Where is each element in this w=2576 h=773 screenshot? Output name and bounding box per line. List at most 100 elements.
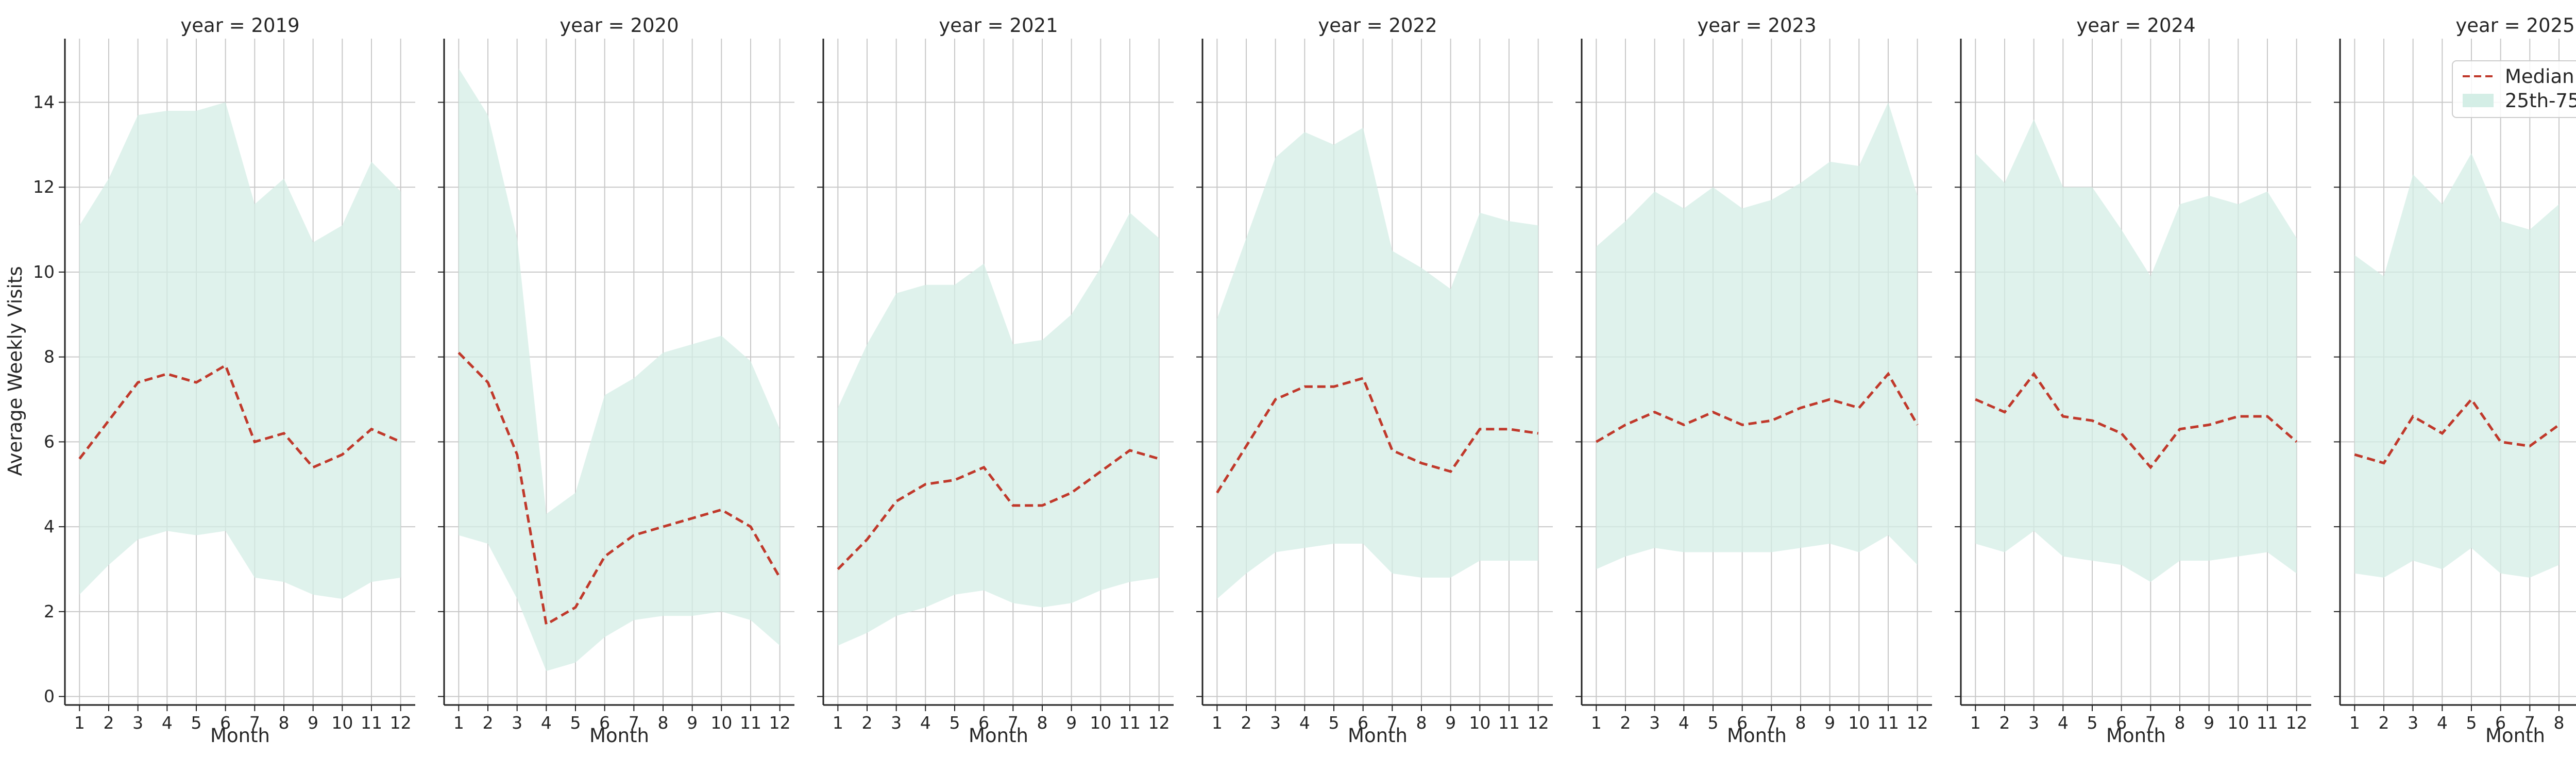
y-tick-label: 14 [33, 92, 55, 112]
x-tick-label: 7 [2145, 713, 2156, 733]
panel-title: year = 2020 [560, 14, 679, 37]
x-tick-label: 9 [687, 713, 698, 733]
x-tick-label: 9 [1445, 713, 1456, 733]
x-tick-label: 7 [1008, 713, 1019, 733]
legend-band-swatch [2463, 94, 2494, 107]
x-tick-label: 3 [2028, 713, 2039, 733]
x-tick-label: 4 [541, 713, 552, 733]
percentile-band [1975, 119, 2297, 582]
x-tick-label: 8 [1037, 713, 1048, 733]
x-tick-label: 12 [2286, 713, 2308, 733]
x-tick-label: 7 [629, 713, 639, 733]
x-tick-label: 8 [2554, 713, 2565, 733]
x-tick-label: 12 [390, 713, 412, 733]
x-axis-label: Month [210, 725, 270, 747]
legend: Median 25th-75th Percentile [2452, 60, 2576, 118]
x-tick-label: 6 [1737, 713, 1748, 733]
y-tick-label: 0 [44, 686, 55, 707]
x-tick-label: 3 [891, 713, 902, 733]
x-tick-label: 7 [249, 713, 260, 733]
x-tick-label: 7 [2524, 713, 2535, 733]
median-line [1596, 372, 1919, 443]
median-line [837, 449, 1160, 570]
panel-title: year = 2019 [180, 14, 299, 37]
x-axis-label: Month [969, 725, 1028, 747]
y-tick-label: 2 [44, 601, 55, 621]
x-tick-label: 8 [1416, 713, 1427, 733]
x-tick-label: 2 [104, 713, 114, 733]
legend-median-label: Median [2505, 65, 2574, 88]
x-axis-label: Month [589, 725, 649, 747]
x-tick-label: 11 [1119, 713, 1141, 733]
percentile-band [459, 68, 780, 671]
percentile-band [79, 102, 401, 599]
x-tick-label: 6 [2116, 713, 2127, 733]
x-tick-label: 1 [1970, 713, 1981, 733]
x-tick-label: 10 [331, 713, 353, 733]
x-tick-label: 1 [2349, 713, 2360, 733]
x-tick-label: 2 [1241, 713, 1252, 733]
x-tick-label: 5 [950, 713, 960, 733]
x-tick-label: 3 [132, 713, 143, 733]
x-tick-label: 6 [2495, 713, 2506, 733]
y-tick-label: 4 [44, 516, 55, 536]
median-line [2354, 397, 2560, 465]
panel-title: year = 2023 [1697, 14, 1816, 37]
x-tick-label: 5 [191, 713, 202, 733]
x-tick-label: 3 [1649, 713, 1660, 733]
y-tick-label: 6 [44, 431, 55, 451]
x-tick-label: 4 [920, 713, 931, 733]
median-line [1975, 372, 2298, 469]
x-tick-label: 10 [710, 713, 732, 733]
x-tick-label: 2 [862, 713, 873, 733]
x-tick-label: 12 [1148, 713, 1170, 733]
percentile-band [838, 212, 1159, 646]
x-tick-label: 10 [1848, 713, 1870, 733]
x-tick-label: 9 [1824, 713, 1835, 733]
x-tick-label: 1 [833, 713, 843, 733]
facet-panel: year = 2025123456789101112Month [2334, 14, 2576, 747]
x-tick-label: 11 [361, 713, 382, 733]
panel-title: year = 2021 [939, 14, 1058, 37]
x-tick-label: 11 [2257, 713, 2278, 733]
y-tick-label: 12 [33, 177, 55, 197]
x-tick-label: 4 [162, 713, 173, 733]
x-tick-label: 3 [512, 713, 522, 733]
x-tick-label: 5 [570, 713, 581, 733]
x-tick-label: 1 [74, 713, 85, 733]
x-tick-label: 8 [279, 713, 290, 733]
x-tick-label: 7 [1766, 713, 1777, 733]
x-axis-label: Month [2106, 725, 2166, 747]
x-tick-label: 6 [599, 713, 610, 733]
x-tick-label: 4 [2058, 713, 2069, 733]
x-tick-label: 10 [2227, 713, 2249, 733]
x-tick-label: 1 [1591, 713, 1602, 733]
x-tick-label: 4 [1299, 713, 1310, 733]
panel-title: year = 2022 [1318, 14, 1437, 37]
x-tick-label: 5 [1708, 713, 1719, 733]
x-tick-label: 10 [1090, 713, 1111, 733]
x-tick-label: 6 [220, 713, 231, 733]
x-tick-label: 5 [2087, 713, 2098, 733]
percentile-band [1217, 127, 1538, 599]
x-tick-label: 1 [453, 713, 464, 733]
x-tick-label: 4 [2437, 713, 2448, 733]
x-axis-label: Month [1348, 725, 1408, 747]
percentile-band [2354, 153, 2559, 578]
x-tick-label: 6 [1358, 713, 1368, 733]
x-tick-label: 9 [2204, 713, 2214, 733]
x-tick-label: 5 [2466, 713, 2477, 733]
x-tick-label: 8 [1795, 713, 1806, 733]
x-tick-label: 11 [740, 713, 761, 733]
x-tick-label: 3 [2408, 713, 2418, 733]
x-tick-label: 4 [1679, 713, 1689, 733]
y-tick-label: 10 [33, 262, 55, 282]
x-tick-label: 12 [1907, 713, 1928, 733]
x-tick-label: 7 [1387, 713, 1398, 733]
